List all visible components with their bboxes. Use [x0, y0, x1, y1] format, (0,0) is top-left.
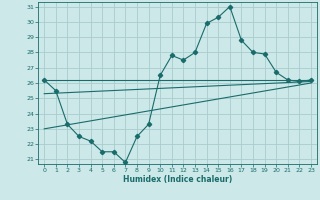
X-axis label: Humidex (Indice chaleur): Humidex (Indice chaleur) [123, 175, 232, 184]
